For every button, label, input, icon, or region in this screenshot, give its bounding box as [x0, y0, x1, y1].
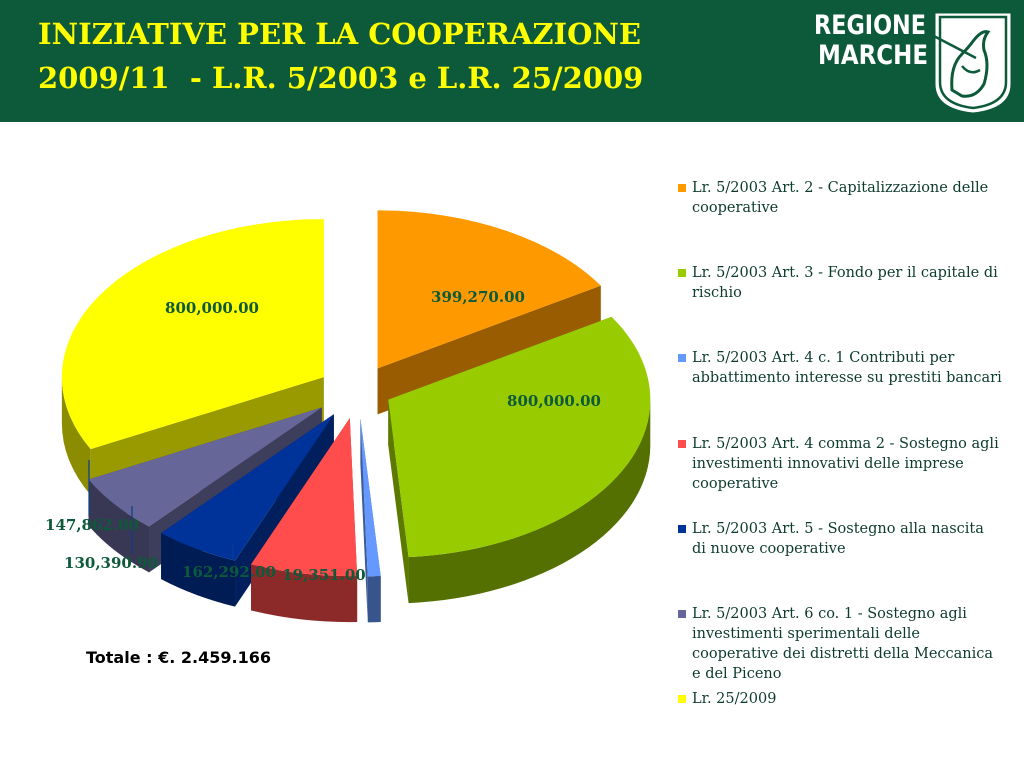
pie-slice: [360, 418, 381, 623]
pie-slice: [377, 210, 601, 415]
legend-swatch: [678, 269, 686, 277]
legend-item: Lr. 5/2003 Art. 4 comma 2 - Sostegno agl…: [676, 434, 1002, 494]
slice-top: [61, 219, 324, 450]
slice-value-label: 147,862.00: [45, 516, 139, 534]
header-bar: INIZIATIVE PER LA COOPERAZIONE 2009/11 -…: [0, 0, 1024, 122]
svg-text:REGIONE: REGIONE: [814, 10, 926, 41]
legend-swatch: [678, 440, 686, 448]
legend-label: Lr. 5/2003 Art. 3 - Fondo per il capital…: [692, 265, 998, 301]
slice-side: [360, 418, 368, 623]
slice-value-label: 800,000.00: [165, 299, 259, 317]
legend-item: Lr. 5/2003 Art. 6 co. 1 - Sostegno agli …: [676, 604, 1002, 684]
legend-label: Lr. 5/2003 Art. 6 co. 1 - Sostegno agli …: [692, 606, 994, 682]
slice-wall: [161, 533, 236, 607]
pie-slices: [61, 210, 651, 623]
slice-wall: [88, 479, 150, 573]
pie-slice: [388, 316, 651, 604]
slice-top: [161, 414, 334, 561]
legend-label: Lr. 5/2003 Art. 5 - Sostegno alla nascit…: [692, 521, 984, 557]
legend-swatch: [678, 610, 686, 618]
slice-value-label: 399,270.00: [431, 288, 525, 306]
legend-label: Lr. 5/2003 Art. 4 c. 1 Contributi per ab…: [692, 350, 1002, 386]
legend-label: Lr. 5/2003 Art. 4 comma 2 - Sostegno agl…: [692, 436, 999, 492]
legend-item: Lr. 5/2003 Art. 2 - Capitalizzazione del…: [676, 178, 1002, 218]
legend-label: Lr. 25/2009: [692, 691, 777, 707]
slice-top: [360, 418, 381, 577]
slice-wall: [250, 564, 358, 623]
slice-wall: [367, 576, 381, 623]
slice-top: [88, 407, 322, 527]
legend-swatch: [678, 354, 686, 362]
slice-value-label: 130,390.90: [64, 554, 158, 572]
legend-swatch: [678, 525, 686, 533]
slice-top: [388, 316, 651, 558]
value-labels: 399,270.00 800,000.00 19,351.00 162,292.00 1…: [45, 288, 601, 584]
legend-item: Lr. 5/2003 Art. 5 - Sostegno alla nascit…: [676, 519, 1002, 559]
pie-slice: [250, 418, 358, 623]
legend-item: Lr. 5/2003 Art. 3 - Fondo per il capital…: [676, 263, 1002, 303]
slice-side: [377, 285, 601, 415]
total-label: Totale : €. 2.459.166: [86, 648, 271, 667]
slice-wall: [408, 399, 651, 604]
legend-swatch: [678, 695, 686, 703]
slice-side: [388, 399, 409, 604]
slice-value-label: 800,000.00: [507, 392, 601, 410]
legend-label: Lr. 5/2003 Art. 2 - Capitalizzazione del…: [692, 180, 989, 216]
legend-swatch: [678, 184, 686, 192]
leader-lines: [88, 460, 234, 560]
slice-wall: [61, 377, 91, 496]
slice-value-label: 162,292.00: [182, 563, 276, 581]
regione-marche-logo: REGIONE MARCHE: [814, 10, 1014, 116]
legend-item: Lr. 5/2003 Art. 4 c. 1 Contributi per ab…: [676, 348, 1002, 388]
slice-top: [250, 418, 358, 577]
slice-top: [377, 210, 601, 369]
page-title: INIZIATIVE PER LA COOPERAZIONE 2009/11 -…: [38, 17, 644, 95]
pie-chart: 399,270.00 800,000.00 19,351.00 162,292.00 1…: [45, 210, 651, 623]
svg-text:MARCHE: MARCHE: [818, 40, 928, 71]
legend-item: Lr. 25/2009: [676, 689, 1002, 709]
slice-value-label: 19,351.00: [282, 566, 366, 584]
